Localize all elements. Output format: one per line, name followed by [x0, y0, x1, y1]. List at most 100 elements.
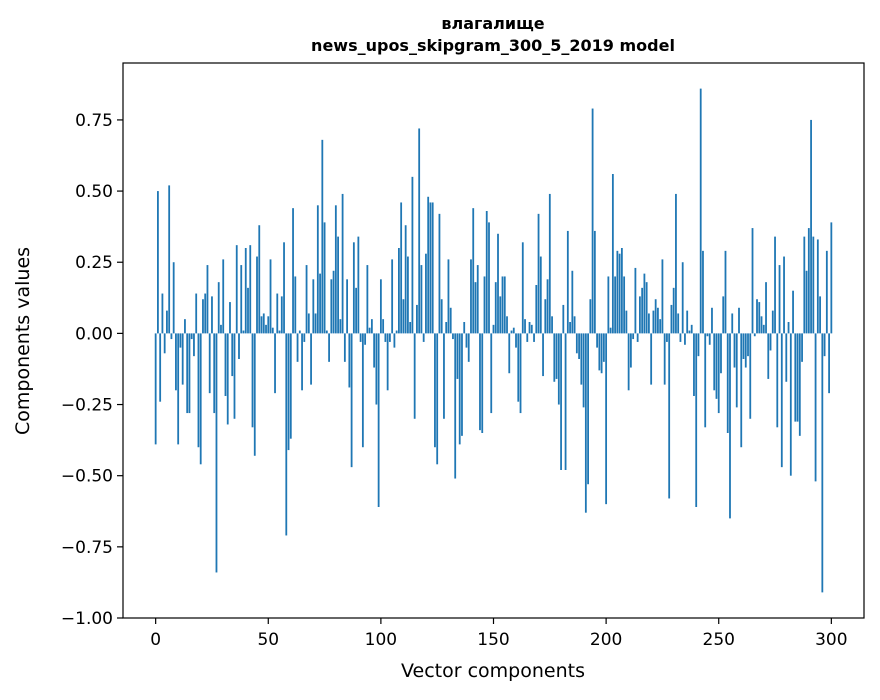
bar-82 [339, 319, 342, 334]
bar-110 [402, 299, 405, 334]
bar-98 [375, 333, 378, 405]
bar-298 [825, 250, 828, 334]
bar-5 [166, 310, 168, 334]
bar-207 [620, 248, 623, 334]
bar-269 [760, 316, 763, 334]
bar-191 [584, 333, 587, 513]
bar-34 [231, 333, 234, 377]
bar-181 [562, 304, 565, 334]
bar-285 [796, 333, 799, 422]
bar-283 [792, 290, 794, 334]
bar-282 [789, 333, 792, 476]
bar-83 [341, 193, 344, 334]
bar-108 [398, 248, 400, 334]
bar-270 [762, 324, 765, 334]
bar-225 [661, 259, 664, 334]
bar-297 [823, 333, 826, 357]
bar-10 [177, 333, 180, 445]
bar-1 [157, 191, 159, 334]
bar-128 [443, 333, 445, 419]
bar-208 [623, 276, 626, 334]
bar-201 [607, 276, 610, 334]
bar-198 [600, 333, 603, 374]
bar-138 [465, 333, 468, 348]
bar-176 [551, 316, 553, 334]
bar-160 [515, 333, 517, 348]
bar-245 [706, 333, 709, 337]
bar-178 [555, 333, 558, 379]
bar-92 [361, 333, 364, 448]
bar-230 [672, 287, 675, 334]
bar-43 [251, 333, 254, 428]
bar-281 [787, 322, 790, 334]
bar-78 [330, 279, 333, 334]
bar-27 [215, 333, 218, 573]
bar-280 [785, 333, 788, 382]
bar-150 [492, 324, 495, 334]
bar-91 [359, 333, 362, 342]
bar-157 [508, 333, 511, 374]
bar-90 [357, 236, 360, 334]
bar-3 [161, 293, 164, 334]
bar-180 [560, 333, 562, 470]
bar-166 [528, 322, 531, 334]
bar-203 [611, 174, 614, 334]
bar-49 [265, 324, 267, 334]
bar-272 [767, 333, 770, 379]
bar-172 [542, 333, 544, 377]
bar-275 [774, 236, 776, 334]
bar-214 [636, 333, 639, 342]
bar-262 [744, 333, 747, 368]
bar-221 [652, 310, 655, 334]
bar-122 [429, 202, 432, 334]
bar-223 [657, 307, 659, 334]
bar-101 [382, 319, 385, 334]
bar-177 [553, 333, 556, 382]
bar-28 [217, 282, 220, 334]
bars-group [154, 88, 833, 593]
y-tick-label: −1.00 [61, 609, 113, 629]
bar-130 [447, 259, 450, 334]
bar-103 [386, 333, 389, 391]
bar-73 [319, 273, 321, 334]
y-axis-label: Components values [12, 247, 34, 435]
bar-219 [648, 313, 650, 334]
bar-119 [422, 333, 425, 342]
plot-frame [122, 62, 865, 619]
bar-226 [663, 333, 666, 385]
bar-289 [805, 270, 808, 334]
bar-291 [810, 119, 812, 334]
bar-16 [190, 333, 193, 340]
bar-237 [688, 330, 691, 334]
bar-42 [249, 245, 252, 334]
bar-212 [632, 333, 635, 340]
bar-134 [456, 333, 459, 379]
bar-117 [418, 128, 421, 334]
bar-200 [605, 333, 608, 505]
bar-145 [481, 333, 484, 433]
bar-261 [742, 333, 745, 359]
bar-113 [409, 322, 412, 334]
bar-256 [731, 313, 734, 334]
bar-162 [519, 333, 522, 414]
bar-189 [580, 333, 583, 385]
bar-295 [819, 296, 821, 334]
bar-120 [425, 253, 427, 334]
bar-238 [690, 324, 693, 334]
bar-279 [783, 256, 785, 334]
bar-288 [803, 236, 806, 334]
bar-67 [305, 265, 308, 334]
bar-107 [395, 330, 398, 334]
bar-65 [301, 333, 303, 391]
bar-93 [364, 333, 367, 345]
bar-32 [226, 333, 229, 425]
bar-263 [747, 333, 749, 357]
bar-224 [659, 319, 662, 334]
bar-197 [598, 333, 601, 371]
bar-106 [393, 333, 396, 348]
bar-20 [199, 333, 202, 465]
bar-132 [452, 333, 454, 340]
bar-278 [780, 333, 783, 468]
x-tick-label: 0 [150, 630, 161, 650]
